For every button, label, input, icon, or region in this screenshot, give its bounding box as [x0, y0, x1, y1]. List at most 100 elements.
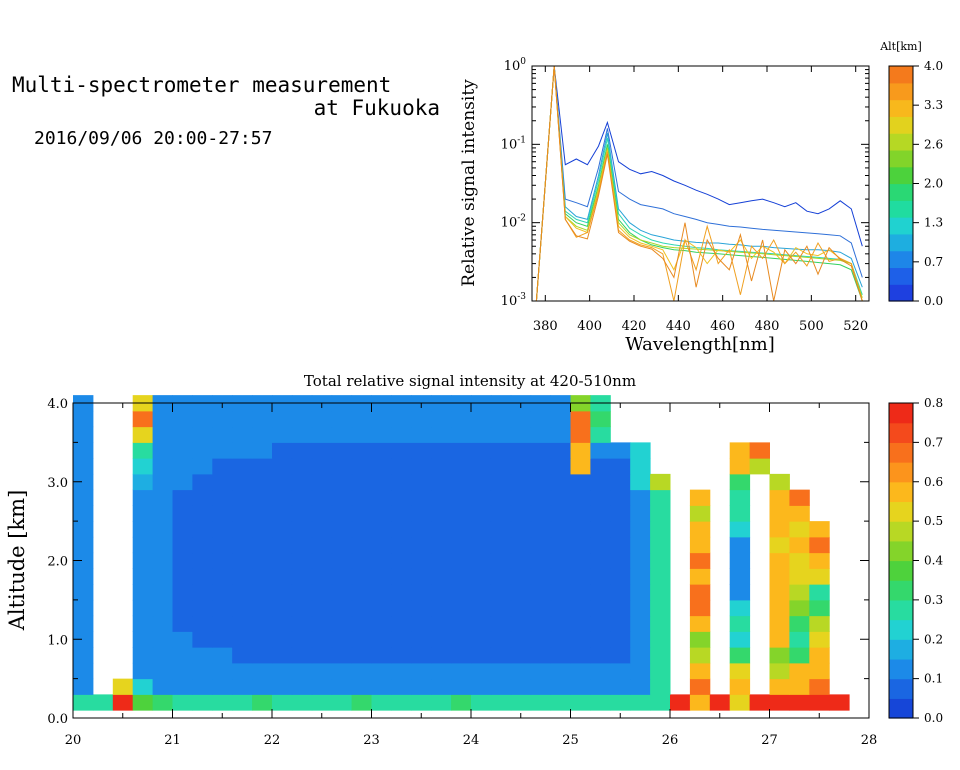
heatmap-cell — [291, 410, 313, 428]
heatmap-cell — [471, 505, 492, 522]
heatmap-cell — [749, 458, 770, 475]
intensity-colorbar-tick-label: 0.2 — [924, 632, 943, 646]
heatmap-cell — [232, 505, 253, 522]
heatmap-cell — [809, 584, 830, 601]
heatmap-cell — [550, 552, 571, 569]
heatmap-cell — [212, 694, 233, 711]
heatmap-cell — [331, 505, 353, 522]
heatmap-x-tick-label: 28 — [861, 733, 878, 748]
heatmap-cell — [391, 678, 412, 695]
heatmap-cell — [411, 631, 432, 648]
heatmap-cell — [291, 568, 313, 585]
altitude-colorbar-tick-label: 1.3 — [924, 216, 943, 230]
heatmap-cell — [530, 678, 552, 695]
heatmap-cell — [272, 599, 293, 617]
heatmap-cell — [172, 552, 193, 569]
altitude-colorbar-ticks: 0.0 0.7 1.3 2.0 2.6 3.3 4.0 — [913, 59, 943, 308]
heatmap-cell — [272, 426, 293, 443]
heatmap-cell — [550, 521, 571, 538]
heatmap-cell — [749, 442, 770, 459]
heatmap-cell — [471, 647, 492, 664]
heatmap-cell — [73, 584, 94, 601]
heatmap-cell — [431, 489, 452, 506]
heatmap-cell — [192, 647, 213, 664]
heatmap-cell — [630, 678, 651, 695]
intensity-colorbar-tick-label: 0.0 — [924, 711, 943, 725]
heatmap-cell — [451, 552, 472, 569]
heatmap-cell — [192, 442, 213, 459]
heatmap-cell — [371, 410, 392, 428]
heatmap-cell — [272, 505, 293, 522]
heatmap-cell — [232, 568, 253, 585]
heatmap-cell — [391, 584, 412, 601]
heatmap-cell — [351, 410, 372, 428]
altitude-colorbar-tick-label: 4.0 — [924, 59, 943, 73]
heatmap-cell — [371, 584, 392, 601]
spectrum-x-tick-label: 460 — [710, 319, 735, 334]
altitude-colorbar-cell — [889, 250, 913, 269]
heatmap-cell — [192, 426, 213, 443]
heatmap-cell — [411, 410, 432, 428]
heatmap-x-tick-label: 27 — [761, 733, 778, 748]
spectrum-series-4 — [535, 65, 863, 302]
heatmap-cell — [809, 599, 830, 617]
heatmap-cell — [351, 615, 372, 632]
heatmap-cell — [331, 631, 353, 648]
heatmap-cell — [272, 521, 293, 538]
heatmap-cell — [232, 694, 253, 711]
heatmap-cell — [351, 568, 372, 585]
heatmap-cell — [291, 489, 313, 506]
heatmap-cell — [212, 647, 233, 664]
heatmap-cell — [729, 647, 751, 664]
heatmap-cell — [252, 615, 273, 632]
heatmap-cell — [530, 442, 552, 459]
heatmap-cell — [650, 647, 671, 664]
heatmap-cell — [73, 552, 94, 569]
heatmap-cell — [431, 473, 452, 491]
heatmap-cell — [132, 678, 154, 695]
heatmap-cell — [431, 568, 452, 585]
heatmap-cell — [451, 521, 472, 538]
title-block: Multi-spectrometer measurement at Fukuok… — [12, 74, 442, 120]
heatmap-cell — [729, 599, 751, 617]
heatmap-cell — [232, 536, 253, 554]
heatmap-cell — [490, 662, 512, 680]
spectrum-x-tick-label: 480 — [755, 319, 780, 334]
heatmap-cell — [172, 410, 193, 428]
heatmap-cell — [789, 694, 810, 711]
heatmap-cell — [132, 410, 154, 428]
heatmap-cell — [232, 584, 253, 601]
heatmap-cell — [311, 694, 333, 711]
heatmap-cell — [510, 662, 532, 680]
heatmap-cell — [371, 568, 392, 585]
intensity-colorbar-cell — [889, 521, 913, 542]
heatmap-cell — [431, 615, 452, 632]
heatmap-cell — [152, 489, 173, 506]
heatmap-cell — [311, 552, 333, 569]
heatmap-cell — [590, 568, 611, 585]
heatmap-cell — [431, 694, 452, 711]
heatmap-x-tick-label: 25 — [562, 733, 579, 748]
heatmap-cell — [490, 568, 512, 585]
heatmap-cell — [590, 662, 611, 680]
intensity-colorbar-cell — [889, 540, 913, 562]
heatmap-cell — [789, 505, 810, 522]
heatmap-cell — [73, 458, 94, 475]
heatmap-cell — [272, 678, 293, 695]
heatmap-cell — [550, 426, 571, 443]
heatmap-cell — [590, 410, 611, 428]
heatmap-cell — [729, 631, 751, 648]
heatmap-cell — [630, 489, 651, 506]
heatmap-cell — [530, 647, 552, 664]
heatmap-cell — [650, 489, 671, 506]
heatmap-cell — [451, 599, 472, 617]
heatmap-cell — [451, 505, 472, 522]
heatmap-cell — [570, 552, 591, 569]
heatmap-cell — [789, 647, 810, 664]
heatmap-cell — [510, 489, 532, 506]
heatmap-cell — [351, 694, 372, 711]
heatmap-cell — [829, 694, 850, 711]
heatmap-cell — [311, 442, 333, 459]
heatmap-cell — [172, 458, 193, 475]
heatmap-cell — [510, 615, 532, 632]
